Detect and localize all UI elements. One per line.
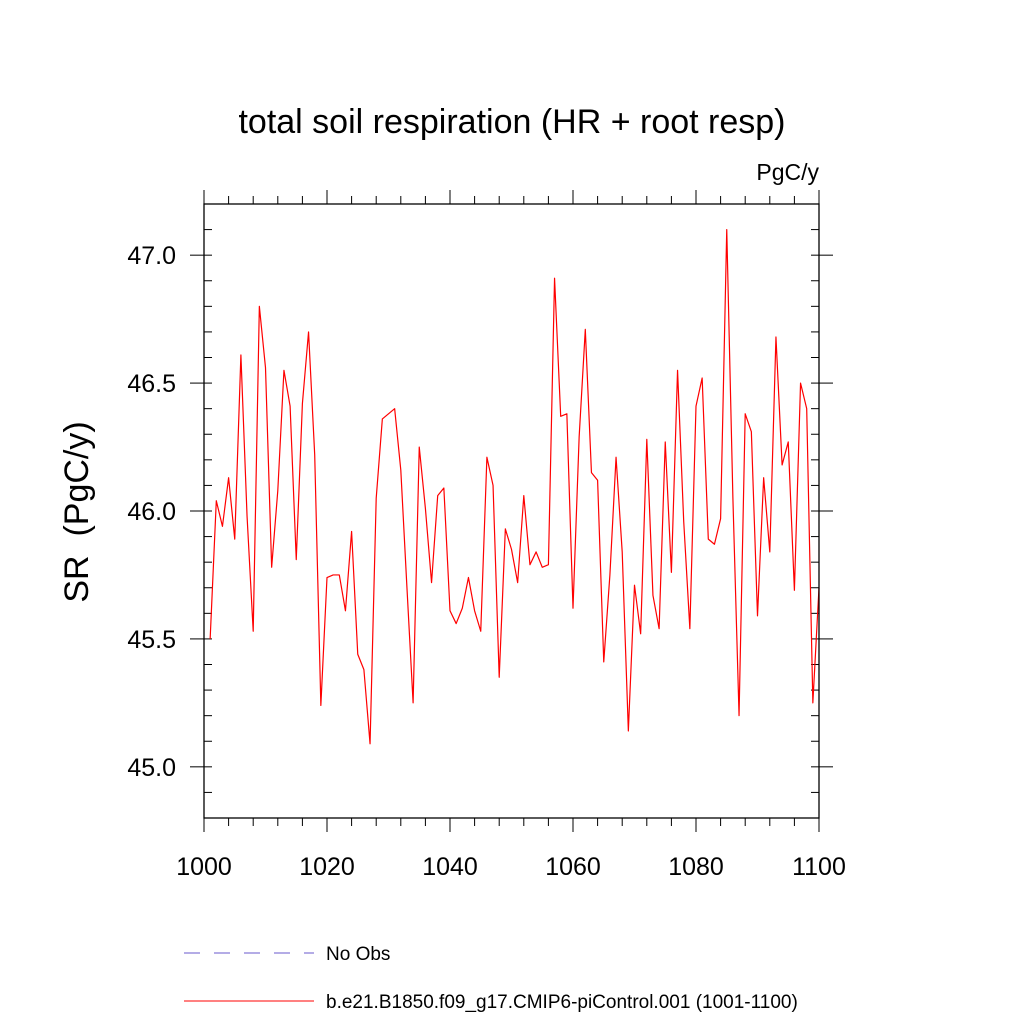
y-ticks-major — [190, 254, 833, 768]
x-tick-label: 1020 — [299, 853, 355, 881]
y-tick-labels: 45.0 45.5 46.0 46.5 47.0 — [127, 242, 176, 782]
y-tick-label: 46.5 — [127, 370, 176, 398]
x-tick-label: 1060 — [545, 853, 601, 881]
y-tick-label: 47.0 — [127, 242, 176, 270]
x-ticks-major — [203, 190, 820, 832]
legend-label-model: b.e21.B1850.f09_g17.CMIP6-piControl.001 … — [326, 992, 798, 1013]
x-tick-label: 1080 — [668, 853, 724, 881]
x-tick-label: 1040 — [422, 853, 478, 881]
x-tick-labels: 1000 1020 1040 1060 1080 1100 — [176, 853, 846, 881]
y-ticks-minor — [204, 229, 819, 793]
y-tick-label: 45.0 — [127, 754, 176, 782]
x-tick-label: 1000 — [176, 853, 232, 881]
y-tick-label: 45.5 — [127, 626, 176, 654]
plot-frame — [203, 203, 820, 819]
units-label: PgC/y — [756, 159, 819, 185]
series-line-model — [209, 228, 820, 745]
legend-label-no-obs: No Obs — [326, 944, 390, 965]
x-tick-label: 1100 — [792, 853, 846, 881]
chart-title: total soil respiration (HR + root resp) — [238, 103, 785, 141]
x-ticks-minor — [228, 196, 795, 826]
y-axis-label: SR (PgC/y) — [58, 421, 96, 602]
y-tick-label: 46.0 — [127, 498, 176, 526]
legend: No Obs b.e21.B1850.f09_g17.CMIP6-piContr… — [184, 944, 798, 1013]
